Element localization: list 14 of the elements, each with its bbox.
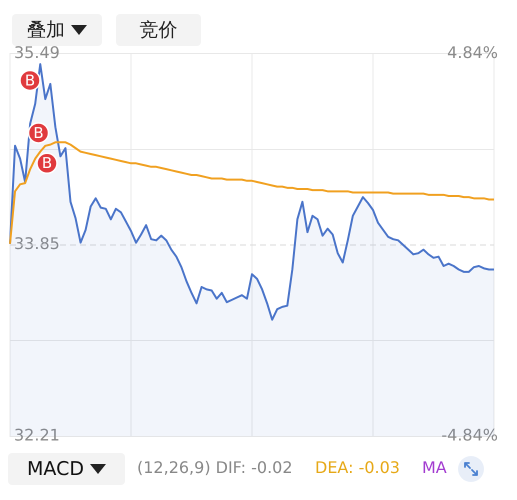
y-tick-label: 32.21 xyxy=(14,426,60,445)
text: DEA: -0.03 xyxy=(315,458,400,477)
text: 叠加 xyxy=(27,18,65,43)
y-tick-label: 35.49 xyxy=(14,42,60,62)
text: (12,26,9) DIF: -0.02 xyxy=(137,458,293,477)
text: MACD xyxy=(27,458,84,480)
y2-tick-label: -4.84% xyxy=(441,426,498,445)
y-tick-label: 33.85 xyxy=(14,234,60,254)
annotation: B xyxy=(42,154,52,172)
text: 竞价 xyxy=(140,18,178,43)
annotation: B xyxy=(24,71,36,90)
annotation: B xyxy=(33,124,44,142)
text: MA xyxy=(422,458,447,477)
y2-tick-label: 4.84% xyxy=(447,42,498,62)
